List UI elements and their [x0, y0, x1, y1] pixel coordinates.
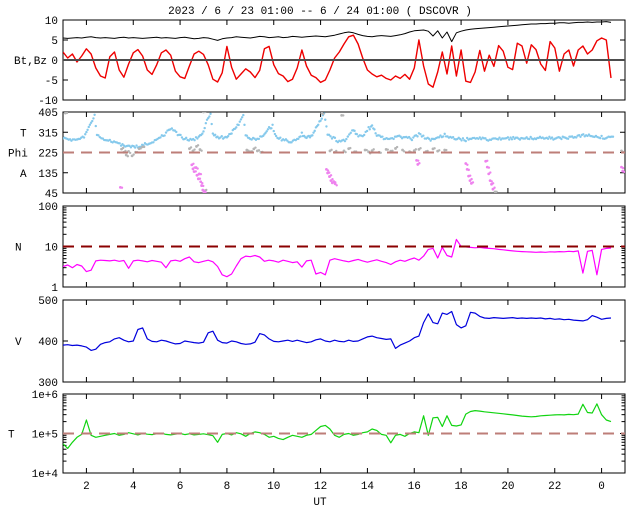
x-tick-label: 4: [130, 481, 137, 493]
x-tick-label: 10: [267, 481, 280, 493]
x-tick-label: 2: [83, 481, 90, 493]
y-tick-label: 400: [38, 337, 58, 349]
panel-border: [62, 299, 626, 383]
panel-ylabel: A: [20, 169, 27, 181]
panel-ylabel: T: [8, 430, 15, 442]
panel-bt-bz: 10 5 0 -5 -10 Bt,Bz: [14, 16, 626, 108]
y-tick-label: 1e+6: [32, 390, 58, 402]
y-tick-label: 0: [51, 56, 58, 68]
Bz-line: [63, 34, 612, 88]
y-tick-label: 10: [45, 16, 58, 28]
x-tick-label: 16: [408, 481, 421, 493]
y-tick-label: 315: [38, 128, 58, 140]
panel-ylabel: V: [15, 337, 22, 349]
y-tick-label: 1: [51, 283, 58, 295]
y-tick-label: 300: [38, 378, 58, 390]
T-line: [63, 403, 612, 449]
x-axis-label: UT: [313, 497, 327, 509]
y-tick-label: 45: [45, 189, 58, 201]
y-tick-label: 405: [38, 108, 58, 120]
x-tick-label: 6: [177, 481, 184, 493]
y-tick-label: 135: [38, 169, 58, 181]
Bt-line: [63, 21, 612, 43]
y-tick-label: 500: [38, 296, 58, 308]
y-tick-label: -5: [45, 76, 58, 88]
panel-velocity: 500 400 300 V: [15, 296, 626, 390]
N-line: [63, 238, 612, 278]
plot-title: 2023 / 6 / 23 01:00 -- 6 / 24 01:00 ( DS…: [168, 6, 472, 18]
x-tick-label: 14: [361, 481, 375, 493]
x-tick-label: 18: [454, 481, 467, 493]
panel-ylabel: Bt,Bz: [14, 56, 47, 68]
phi-main-scatter: [63, 112, 615, 149]
y-tick-label: 225: [38, 149, 58, 161]
y-tick-label: 5: [51, 36, 58, 48]
panel-phi: 405 315 225 135 45 T Phi A: [8, 108, 626, 201]
y-tick-label: 10: [45, 243, 58, 255]
x-tick-label: 0: [598, 481, 605, 493]
panel-ylabel: T: [20, 128, 27, 140]
x-tick-label: 22: [548, 481, 561, 493]
V-line: [63, 310, 612, 351]
y-tick-label: 1e+5: [32, 430, 58, 442]
panel-density: 100 10 1 N: [15, 202, 626, 295]
phi-anomaly-scatter: [118, 158, 625, 193]
x-tick-label: 8: [224, 481, 231, 493]
y-tick-label: 1e+4: [32, 469, 59, 481]
panel-ylabel: N: [15, 243, 22, 255]
y-tick-label: -10: [38, 96, 58, 108]
y-tick-label: 100: [38, 202, 58, 214]
panel-ylabel: Phi: [8, 149, 28, 161]
x-tick-label: 20: [501, 481, 514, 493]
panel-temperature: 1e+6 1e+5 1e+4 T: [8, 390, 626, 481]
x-tick-label: 12: [314, 481, 327, 493]
